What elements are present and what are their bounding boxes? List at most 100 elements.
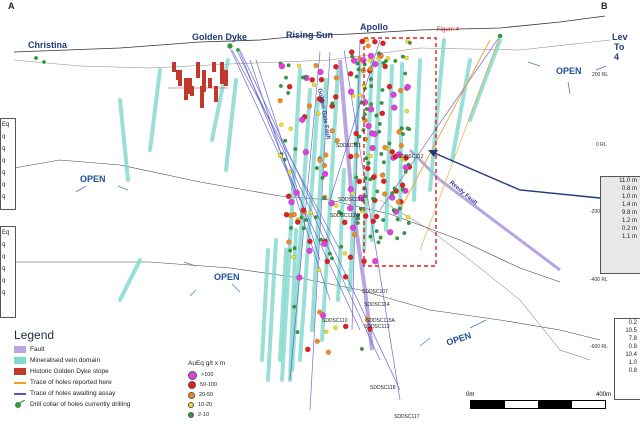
assay-point (322, 170, 329, 178)
assay-point (365, 43, 371, 49)
assay-point (318, 76, 325, 83)
drill-trace-awaiting (235, 47, 381, 361)
assay-point (333, 94, 339, 100)
assay-point (357, 92, 363, 98)
vein-domain (412, 58, 422, 202)
assay-point (320, 175, 325, 180)
vein-domain (428, 38, 446, 192)
assay-point (382, 160, 386, 165)
assay-point (324, 258, 330, 265)
assay-point (333, 75, 339, 81)
assay-point (311, 82, 317, 87)
assay-point (300, 207, 307, 213)
assay-point (364, 107, 369, 111)
hole-label: SDDSC112 (398, 154, 424, 160)
assay-point (391, 208, 396, 213)
assay-point (349, 49, 355, 55)
assay-point (306, 247, 313, 254)
hole-label: SDDSC112W (330, 213, 361, 219)
assay-point (395, 217, 400, 222)
scale-end-label: 400m (596, 392, 612, 398)
assay-point (342, 251, 347, 256)
drill-trace-awaiting (379, 35, 501, 211)
assay-point (390, 191, 395, 196)
grade-legend-title: AuEq g/t x m (188, 360, 226, 367)
assay-point (353, 130, 359, 137)
assay-point (295, 219, 301, 225)
assay-point (371, 130, 378, 138)
assay-point (342, 274, 349, 280)
assay-point (368, 153, 373, 159)
scale-start-label: 0m (466, 392, 475, 398)
grade-item: 20-50 (188, 390, 258, 400)
assay-point (356, 216, 360, 221)
assay-point (314, 338, 320, 344)
vein-domain (260, 248, 270, 362)
assay-point (372, 60, 379, 68)
assay-point (291, 212, 297, 218)
hole-label: SDDSC107 (362, 289, 388, 295)
assay-point (352, 232, 358, 238)
place-apollo: Apollo (360, 22, 388, 32)
historic-stope (172, 62, 176, 72)
rl-label-minus400: -400 RL (590, 277, 608, 283)
surface-collars (33, 33, 503, 65)
assay-point (278, 153, 283, 158)
vein-domain (118, 258, 142, 302)
legend-item-reported-trace: Trace of holes reported here (14, 377, 174, 388)
vein-domain (224, 78, 238, 172)
assay-point (374, 229, 379, 234)
assay-point (395, 199, 401, 205)
assay-point (369, 84, 374, 88)
assay-point (317, 157, 323, 163)
assay-point (286, 90, 291, 95)
assay-point (292, 304, 297, 309)
assay-point (329, 128, 335, 134)
assay-point (328, 200, 335, 207)
legend-item-vein: Mineralised vein domain (14, 355, 174, 366)
assay-point (403, 169, 408, 174)
assay-point (357, 134, 362, 139)
assay-point (404, 55, 409, 61)
vein-domain (148, 68, 162, 152)
assay-point (299, 116, 306, 123)
drill-trace-awaiting (309, 51, 331, 411)
assay-point (342, 219, 348, 226)
assay-point (316, 111, 321, 116)
assay-point (358, 206, 363, 211)
assay-point (322, 163, 328, 169)
assay-point (368, 234, 373, 239)
assay-point (365, 165, 371, 172)
assay-point (372, 39, 378, 45)
top-right-text-1: Lev (612, 32, 628, 42)
assay-point (386, 83, 393, 90)
assay-point (379, 110, 385, 117)
assay-point (355, 61, 360, 66)
assay-point (382, 63, 388, 70)
drill-trace-awaiting (229, 47, 361, 331)
assay-point (395, 236, 400, 241)
vein-domain (278, 248, 288, 362)
assay-point (282, 157, 287, 162)
assay-point (381, 218, 386, 222)
assay-point (353, 141, 358, 146)
vein-domains (118, 38, 502, 382)
assay-point (279, 122, 284, 127)
assay-point (356, 67, 361, 72)
vein-domain (266, 238, 278, 382)
assay-point (384, 59, 388, 63)
right-intercept-box-1: 11.0 m 0.8 m 1.0 m 1.4 m 9.8 m 1.2 m 0.2 m 1… (600, 176, 640, 274)
open-label-1: OPEN (556, 66, 582, 76)
assay-point (302, 149, 309, 156)
grade-item: 2-10 (188, 410, 258, 420)
hole-label: SDDSC111 (336, 143, 362, 149)
vein-domain (450, 58, 472, 162)
legend-item-drilling-collar: Drill collar of holes currently drilling (14, 399, 174, 410)
assay-point (359, 100, 364, 105)
place-golden-dyke: Golden Dyke (192, 32, 248, 42)
grade-legend: AuEq g/t x m >100 50-100 20-50 10-20 2-1… (188, 360, 258, 420)
assay-point (284, 75, 288, 80)
historic-stope (202, 70, 206, 92)
assay-point (390, 91, 397, 98)
